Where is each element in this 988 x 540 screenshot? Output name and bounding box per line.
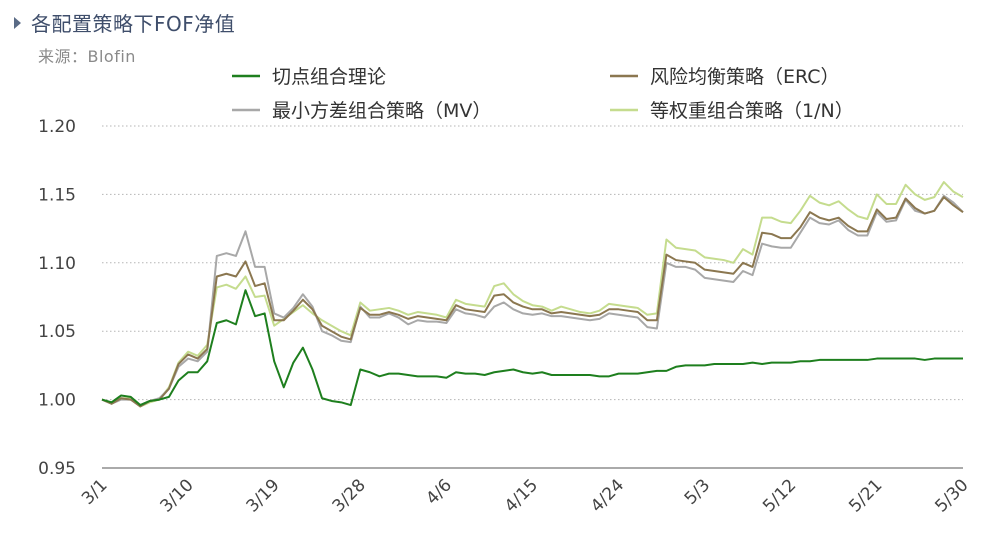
y-tick-label: 1.00 [38, 391, 76, 411]
series-line-3 [101, 181, 964, 408]
series-line-2 [101, 194, 964, 407]
legend-label: 切点组合理论 [272, 66, 386, 88]
series-lines [101, 181, 964, 408]
legend-label: 风险均衡策略（ERC） [650, 66, 840, 88]
x-tick-label: 3/28 [329, 475, 370, 516]
axes: 0.95 1.00 1.05 1.10 1.15 1.20 3/1 3/10 3/19 3/28 4… [38, 117, 972, 517]
x-tick-label: 4/15 [501, 475, 542, 516]
caret-right-icon [14, 16, 21, 29]
y-tick-label: 0.95 [38, 459, 76, 479]
title-row: 各配置策略下FOF净值 [14, 8, 235, 37]
legend-item-3: 等权重组合策略（1/N） [610, 100, 854, 122]
x-tick-label: 5/12 [759, 475, 800, 516]
legend-item-2: 最小方差组合策略（MV） [232, 100, 491, 122]
chart-title: 各配置策略下FOF净值 [31, 12, 236, 36]
y-tick-label: 1.15 [38, 185, 76, 205]
y-tick-label: 1.05 [38, 322, 76, 342]
x-tick-label: 3/1 [78, 475, 111, 508]
grid-lines [102, 125, 963, 401]
legend-item-1: 风险均衡策略（ERC） [610, 66, 840, 88]
series-line-1 [101, 196, 964, 408]
x-tick-label: 3/10 [156, 475, 197, 516]
chart-source: 来源：Blofin [38, 47, 136, 66]
x-tick-label: 5/3 [681, 475, 714, 508]
x-tick-label: 5/30 [931, 475, 972, 516]
x-tick-label: 3/19 [243, 475, 284, 516]
legend-item-0: 切点组合理论 [232, 66, 386, 88]
series-line-0 [101, 289, 963, 407]
y-tick-label: 1.10 [38, 254, 76, 274]
x-tick-label: 5/21 [845, 475, 886, 516]
chart-header: 各配置策略下FOF净值 来源：Blofin [14, 8, 235, 67]
y-tick-label: 1.20 [38, 117, 76, 137]
legend: 切点组合理论 风险均衡策略（ERC） 最小方差组合策略（MV） 等权重组合策略（1/N… [232, 66, 854, 122]
x-tick-label: 4/6 [422, 475, 455, 508]
x-tick-label: 4/24 [587, 475, 628, 516]
legend-label: 等权重组合策略（1/N） [650, 100, 854, 122]
legend-label: 最小方差组合策略（MV） [272, 100, 491, 122]
